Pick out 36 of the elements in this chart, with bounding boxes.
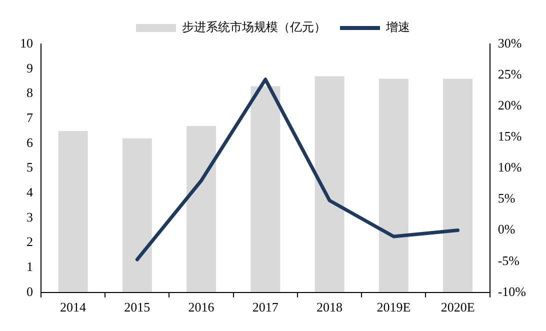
y2-tick-label: 10% [498,160,522,175]
bar [122,138,152,292]
x-tick-label: 2014 [60,300,87,315]
y-tick-label: 8 [26,85,33,100]
x-tick-label: 2016 [188,300,215,315]
y-tick-label: 9 [26,60,33,76]
y-tick-label: 2 [26,234,33,250]
y2-tick-label: 25% [498,66,522,82]
x-tick-label: 2020E [440,300,475,315]
bar [443,78,473,292]
y-tick-label: 3 [26,209,33,224]
bar [58,130,88,292]
y-tick-label: 5 [26,160,33,175]
y-tick-label: 4 [26,184,34,200]
y-tick-label: 7 [26,110,34,125]
y-tick-label: 10 [20,35,33,50]
y2-tick-label: 15% [498,128,522,144]
y2-tick-label: 30% [498,35,522,50]
legend-label: 增速 [385,20,410,34]
bar [186,126,216,292]
y-tick-label: 1 [26,258,33,274]
y2-tick-label: -10% [498,284,526,299]
bar [378,78,408,292]
x-tick-label: 2017 [252,300,279,315]
x-tick-label: 2018 [316,300,343,315]
legend-label: 步进系统市场规模（亿元） [182,20,326,34]
y-tick-label: 0 [26,284,33,299]
y-tick-label: 6 [26,134,34,150]
y2-tick-label: -5% [498,252,520,268]
x-tick-label: 2019E [376,300,411,315]
y2-tick-label: 0% [498,222,516,237]
y2-tick-label: 5% [498,190,516,206]
x-tick-label: 2015 [124,300,150,315]
bar [314,76,344,292]
bar [250,86,280,292]
y2-tick-label: 20% [498,98,522,113]
